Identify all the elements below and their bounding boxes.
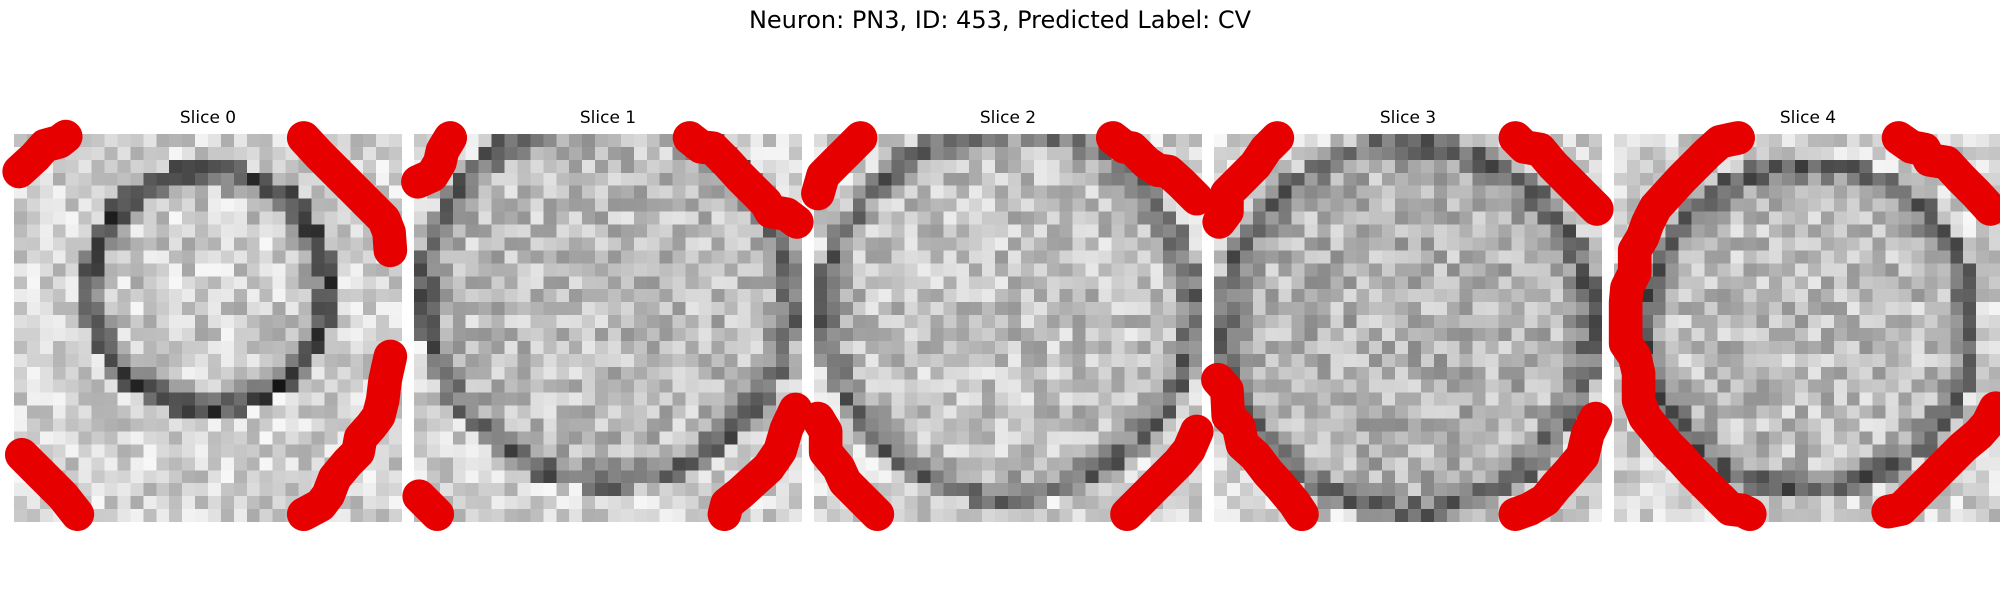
slice-title: Slice 4 [1779, 108, 1837, 128]
slice-panel-0: Slice 0 [2, 108, 408, 532]
contour-line [1871, 391, 2000, 529]
contour-line [1202, 121, 1295, 239]
grayscale-slice-image [1214, 134, 1602, 522]
contour-line [1110, 414, 1214, 532]
contour-line [286, 121, 408, 268]
slice-title: Slice 3 [1379, 108, 1437, 128]
contour-line [672, 121, 814, 239]
contour-line [402, 479, 455, 532]
contour-overlay [2, 119, 408, 532]
contour-line [801, 121, 878, 211]
grayscale-slice-image [414, 134, 802, 522]
contour-line [801, 401, 895, 532]
contour-line [1201, 362, 1319, 532]
contour-line [1881, 121, 2000, 226]
contour-line [2, 119, 83, 189]
slice-panel-2: Slice 2 [801, 108, 1214, 532]
contour-line [707, 392, 813, 532]
slice-title: Slice 2 [979, 108, 1037, 128]
contour-line [4, 437, 95, 532]
contour-overlay [1608, 121, 2000, 532]
slice-panel-4: Slice 4 [1608, 108, 2000, 532]
contour-line [286, 339, 408, 532]
slice-panel-1: Slice 1 [401, 108, 814, 532]
contour-overlay [1201, 121, 1614, 532]
grayscale-slice-image [814, 134, 1202, 522]
slice-title: Slice 1 [579, 108, 637, 128]
contour-line [1095, 121, 1214, 216]
contour-line [1498, 401, 1613, 532]
figure-title: Neuron: PN3, ID: 453, Predicted Label: C… [748, 6, 1252, 34]
contour-line [401, 121, 468, 199]
contour-overlay [401, 121, 814, 532]
contour-line [1608, 121, 1767, 532]
contour-line [1498, 121, 1614, 226]
slice-title: Slice 0 [179, 108, 237, 128]
contour-overlay [801, 121, 1214, 532]
slice-panel-3: Slice 3 [1201, 108, 1614, 532]
